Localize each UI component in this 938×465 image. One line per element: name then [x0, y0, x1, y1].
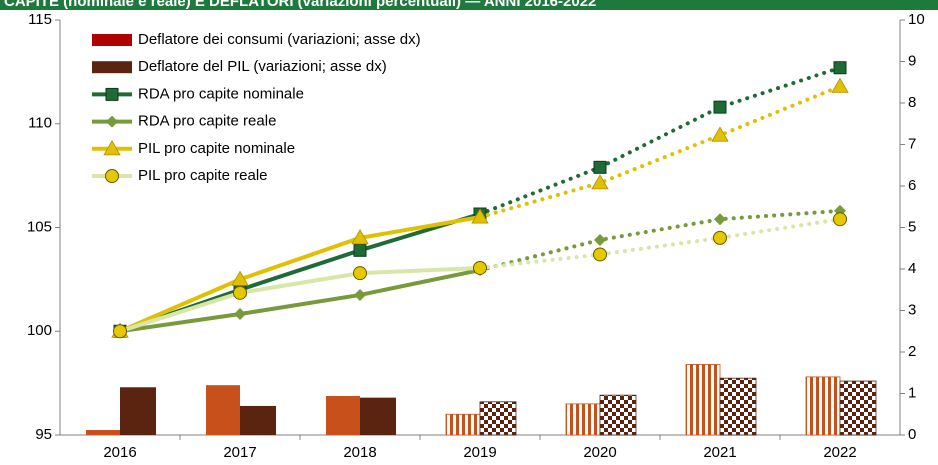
- marker: [713, 230, 727, 245]
- bar: [360, 397, 396, 435]
- marker: [354, 288, 366, 301]
- legend-marker: [106, 115, 118, 128]
- bar: [599, 394, 637, 436]
- line-forecast: [478, 217, 842, 270]
- line: [119, 265, 481, 334]
- x-tick-label: 2018: [343, 444, 376, 461]
- line: [119, 268, 481, 334]
- title-bar: [0, 0, 938, 10]
- legend-marker: [105, 169, 119, 183]
- y2-tick-label: 1: [908, 384, 916, 401]
- bar: [206, 385, 240, 435]
- marker: [593, 247, 607, 262]
- y2-tick-label: 6: [908, 177, 916, 194]
- marker: [831, 77, 849, 93]
- bar: [479, 401, 517, 436]
- marker: [234, 308, 246, 321]
- legend-marker: [105, 87, 119, 101]
- y2-tick-label: 9: [908, 52, 916, 69]
- y2-tick-label: 10: [908, 11, 925, 28]
- x-tick-label: 2021: [703, 444, 736, 461]
- marker: [231, 270, 249, 286]
- x-tick-label: 2020: [583, 444, 616, 461]
- bar: [719, 377, 757, 436]
- y2-tick-label: 0: [908, 426, 916, 443]
- legend-marker: [103, 139, 121, 156]
- marker: [594, 233, 606, 246]
- bar: [565, 403, 601, 436]
- bar: [240, 405, 276, 435]
- legend-label: Deflatore del PIL (variazioni; asse dx): [138, 58, 387, 75]
- x-tick-label: 2016: [103, 444, 136, 461]
- bar: [326, 395, 360, 435]
- legend-swatch: [92, 34, 132, 46]
- marker: [833, 61, 847, 75]
- marker: [593, 160, 607, 174]
- marker: [473, 260, 487, 275]
- legend-label: RDA pro capite nominale: [138, 85, 304, 102]
- y-tick-label: 95: [35, 426, 52, 443]
- y-tick-label: 115: [28, 11, 52, 28]
- y2-tick-label: 7: [908, 135, 916, 152]
- marker: [713, 100, 727, 114]
- line-forecast: [478, 65, 842, 217]
- marker: [711, 126, 729, 142]
- y2-tick-label: 8: [908, 94, 916, 111]
- y2-tick-label: 3: [908, 301, 916, 318]
- marker: [714, 213, 726, 226]
- marker: [471, 208, 489, 224]
- legend-label: PIL pro capite nominale: [138, 140, 295, 157]
- legend-label: PIL pro capite reale: [138, 167, 268, 184]
- line-forecast: [478, 208, 842, 273]
- legend-swatch: [92, 61, 132, 74]
- x-tick-label: 2019: [463, 444, 496, 461]
- chart-title: CAPITE (nominale e reale) E DEFLATORI (v…: [4, 0, 596, 10]
- y2-tick-label: 5: [908, 218, 916, 235]
- bar: [86, 430, 120, 435]
- bar: [839, 380, 877, 436]
- marker: [833, 212, 847, 227]
- legend-label: RDA pro capite reale: [138, 113, 276, 130]
- y-tick-label: 100: [27, 322, 52, 339]
- marker: [591, 174, 609, 190]
- marker: [353, 243, 367, 257]
- bar: [685, 364, 721, 436]
- legend-label: Deflatore dei consumi (variazioni; asse …: [138, 31, 421, 48]
- y2-tick-label: 4: [908, 260, 916, 277]
- y-tick-label: 110: [28, 115, 52, 132]
- bar: [120, 387, 156, 435]
- line-forecast: [478, 84, 842, 220]
- marker: [113, 324, 127, 339]
- marker: [353, 266, 367, 281]
- marker: [351, 229, 369, 245]
- x-tick-label: 2017: [223, 444, 256, 461]
- y2-tick-label: 2: [908, 343, 916, 360]
- bar: [445, 413, 481, 436]
- bar: [805, 376, 841, 436]
- y-tick-label: 105: [27, 218, 52, 235]
- marker: [233, 285, 247, 300]
- line: [119, 215, 481, 334]
- x-tick-label: 2022: [823, 444, 856, 461]
